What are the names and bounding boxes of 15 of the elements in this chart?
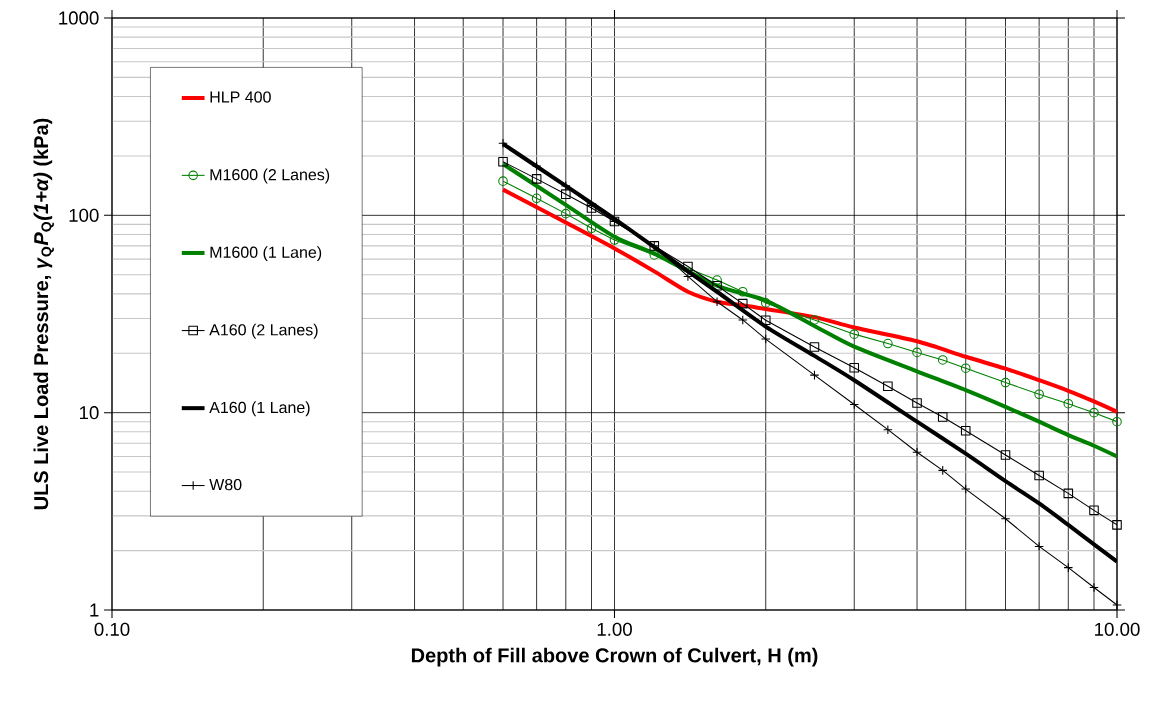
legend-label: A160 (1 Lane) <box>209 401 310 417</box>
y-axis-title: ULS Live Load Pressure, γ$_{Q}$P$_{Q}$(1+α) (kPa) <box>33 118 54 510</box>
y-tick-label: 100 <box>69 208 99 222</box>
x-tick-label: 1.00 <box>597 622 632 636</box>
x-axis-title: Depth of Fill above Crown of Culvert, H (m) <box>411 647 818 667</box>
legend-label: M1600 (2 Lanes) <box>210 168 330 184</box>
legend-label: M1600 (1 Lane) <box>210 246 322 262</box>
x-tick-label: 0.10 <box>94 622 130 636</box>
legend-label: W80 <box>209 478 242 491</box>
legend-label: HLP 400 <box>210 91 271 103</box>
x-tick-label: 10.00 <box>1095 622 1140 636</box>
y-tick-label: 10 <box>79 406 99 420</box>
legend-label: A160 (2 Lanes) <box>209 323 318 339</box>
y-tick-label: 1000 <box>59 11 99 25</box>
y-tick-label: 1 <box>90 603 99 617</box>
